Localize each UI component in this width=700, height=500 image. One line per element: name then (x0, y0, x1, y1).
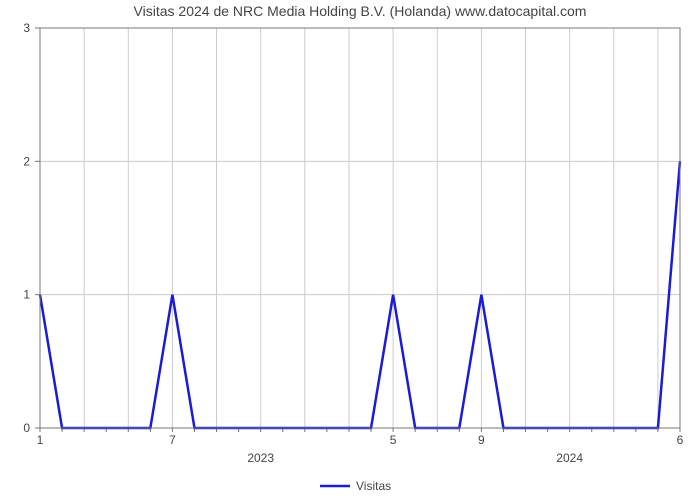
plot-area (40, 28, 680, 428)
x-tick-label: 9 (478, 433, 485, 447)
y-tick-label: 1 (23, 288, 30, 302)
y-tick-label: 2 (23, 154, 30, 168)
x-group-label: 2024 (556, 451, 583, 465)
x-tick-label: 1 (37, 433, 44, 447)
x-tick-label: 5 (390, 433, 397, 447)
legend-label: Visitas (356, 479, 391, 493)
x-tick-label: 7 (169, 433, 176, 447)
x-tick-label: 6 (677, 433, 684, 447)
y-tick-label: 3 (23, 21, 30, 35)
chart-title: Visitas 2024 de NRC Media Holding B.V. (… (134, 3, 587, 19)
chart-svg: Visitas 2024 de NRC Media Holding B.V. (… (0, 0, 700, 500)
x-group-label: 2023 (247, 451, 274, 465)
chart-container: Visitas 2024 de NRC Media Holding B.V. (… (0, 0, 700, 500)
y-tick-label: 0 (23, 421, 30, 435)
